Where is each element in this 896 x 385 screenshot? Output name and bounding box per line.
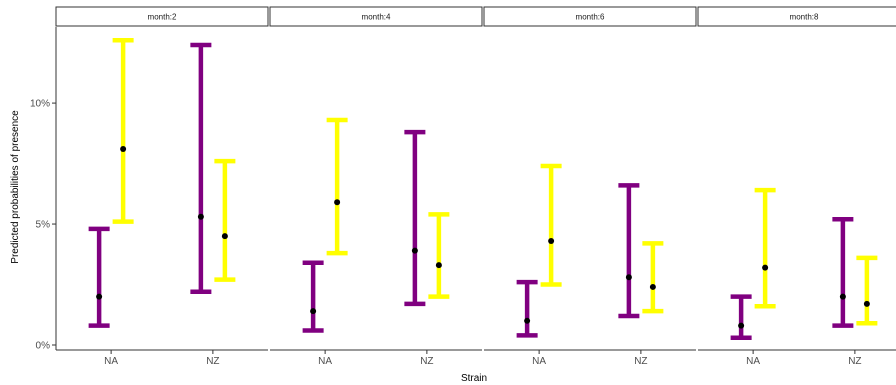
facet-panel: NA NZ (698, 187, 896, 367)
facet-panel: NA NZ (270, 117, 482, 367)
facet-strip: month:4 (269, 6, 483, 27)
estimate-point (197, 213, 204, 220)
estimate-point (411, 247, 418, 254)
estimate-point (334, 199, 341, 206)
facet-strip: month:2 (55, 6, 269, 27)
error-bar (190, 42, 212, 295)
error-bar (326, 117, 348, 256)
x-tick-label: NA (318, 356, 332, 367)
y-axis-title: Predicted probabilities of presence (10, 110, 21, 264)
error-bar (730, 294, 752, 340)
x-tick-label: NA (104, 356, 118, 367)
error-bar (516, 279, 538, 338)
x-axis-title: Strain (461, 373, 487, 384)
error-bar (754, 187, 776, 309)
estimate-point (649, 283, 656, 290)
x-tick-label: NA (746, 356, 760, 367)
error-bar (856, 255, 878, 326)
facet-strip-label: month:4 (362, 13, 391, 22)
error-bar (540, 163, 562, 287)
facet-strip-box (483, 6, 697, 27)
facet-strip-box (697, 6, 896, 27)
estimate-point (310, 308, 317, 315)
y-tick-label: 10% (30, 99, 50, 110)
facet-strip-label: month:8 (790, 13, 819, 22)
error-bar (832, 216, 854, 328)
y-axis: 0% 5% 10% (30, 27, 57, 352)
facet-strip: month:8 (697, 6, 896, 27)
estimate-point (839, 293, 846, 300)
estimate-point (221, 233, 228, 240)
estimate-point (524, 317, 531, 324)
x-tick-label: NZ (420, 356, 433, 367)
facet-panels: NA NZ NA NZ NA NZ NA NZ (56, 37, 896, 367)
estimate-point (120, 146, 127, 153)
facet-strip-box (55, 6, 269, 27)
error-bar (112, 37, 134, 224)
estimate-point (738, 322, 745, 329)
estimate-point (96, 293, 103, 300)
error-bar (642, 241, 664, 314)
y-tick-label: 5% (36, 220, 51, 231)
facet-strip-box (269, 6, 483, 27)
y-tick-label: 0% (36, 341, 51, 352)
facet-strip: month:6 (483, 6, 697, 27)
facet-strips: month:2 month:4 month:6 month:8 (55, 6, 896, 27)
facet-panel: NA NZ (56, 37, 268, 367)
error-bar (214, 158, 236, 282)
facet-panel: NA NZ (484, 163, 696, 367)
x-tick-label: NZ (634, 356, 647, 367)
error-bar (428, 212, 450, 299)
facet-strip-label: month:6 (576, 13, 605, 22)
facet-strip-label: month:2 (148, 13, 177, 22)
x-tick-label: NZ (848, 356, 861, 367)
x-tick-label: NA (532, 356, 546, 367)
estimate-point (435, 262, 442, 269)
error-bar (404, 129, 426, 307)
error-bar (618, 183, 640, 319)
error-bar (302, 260, 324, 333)
estimate-point (762, 264, 769, 271)
estimate-point (863, 300, 870, 307)
error-bar (88, 226, 110, 328)
x-tick-label: NZ (206, 356, 219, 367)
estimate-point (625, 274, 632, 281)
estimate-point (548, 237, 555, 244)
